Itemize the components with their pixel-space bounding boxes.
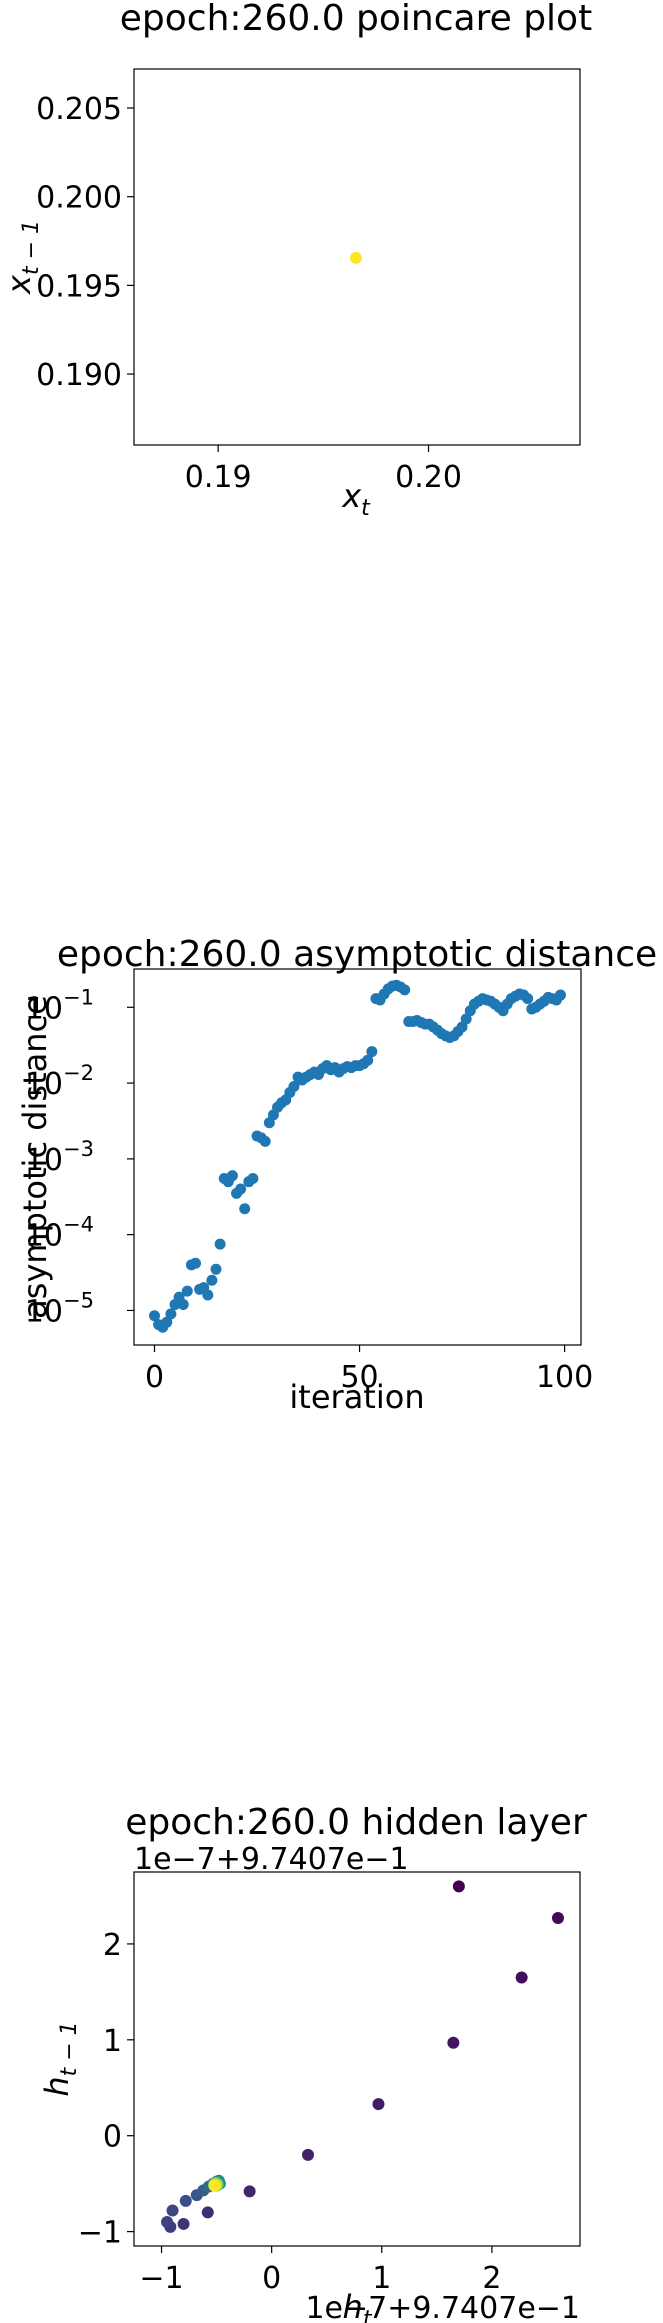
poincare-title: epoch:260.0 poincare plot: [120, 0, 592, 39]
poincare-xlabel: xt: [341, 477, 371, 521]
data-point: [210, 1263, 222, 1275]
y-tick-label: −1: [78, 2216, 122, 2251]
poincare-points: [349, 251, 362, 264]
data-point: [243, 2185, 256, 2198]
x-tick-label: 50: [340, 1360, 378, 1395]
distance-axes-frame: [133, 968, 582, 1346]
x-tick-label: 100: [536, 1360, 593, 1395]
data-point: [372, 2098, 385, 2111]
x-tick-label: 1: [372, 2261, 391, 2296]
y-tick-exponent: −4: [63, 1213, 94, 1237]
x-tick-label: −1: [139, 2261, 183, 2296]
data-point: [165, 1308, 177, 1320]
x-tick-label: 0.19: [185, 460, 252, 495]
data-point: [301, 2148, 314, 2161]
distance-points: [149, 979, 566, 1333]
hidden-x-ticks: −1 0 1 2: [139, 2246, 501, 2296]
data-point: [202, 1289, 214, 1301]
hidden-ylabel: ht − 1: [38, 2021, 82, 2096]
data-point: [206, 1274, 218, 1286]
distance-ylabel: asymptotic distance: [16, 995, 54, 1319]
distance-title: epoch:260.0 asymptotic distance: [57, 934, 657, 975]
x-tick-label: 2: [482, 2261, 501, 2296]
data-point: [208, 2179, 221, 2192]
y-tick-label: 0.190: [36, 358, 122, 393]
data-point: [554, 989, 566, 1001]
y-tick-label: 0.195: [36, 269, 122, 304]
data-point: [551, 1912, 564, 1925]
data-point: [201, 2206, 214, 2219]
y-tick-exponent: −3: [63, 1137, 94, 1161]
poincare-axes-frame: [133, 68, 581, 446]
data-point: [235, 1183, 247, 1195]
y-tick-label: 1: [103, 2024, 122, 2059]
y-tick-label: 0.200: [36, 181, 122, 216]
data-point: [288, 1081, 300, 1093]
data-point: [166, 2204, 179, 2217]
y-tick-label: 2: [103, 1928, 122, 1963]
hidden-y-offset-label: 1e−7+9.7407e−1: [134, 1842, 409, 1877]
data-point: [149, 1310, 161, 1322]
poincare-chart: epoch:260.0 poincare plot 0.19 0.20 0.190…: [0, 0, 592, 521]
data-point: [177, 2217, 190, 2230]
x-tick-label: 0.20: [395, 460, 462, 495]
x-tick-label: 0: [262, 2261, 281, 2296]
y-tick-exponent: −1: [63, 985, 94, 1009]
poincare-x-ticks: 0.19 0.20: [185, 445, 462, 495]
hidden-axes-frame: [133, 1871, 581, 2247]
data-point: [226, 1170, 238, 1182]
data-point: [214, 1238, 226, 1250]
distance-x-ticks: 0 50 100: [145, 1345, 593, 1395]
data-point: [247, 1173, 259, 1185]
data-point: [522, 993, 534, 1005]
hidden-y-ticks: −1 0 1 2: [78, 1928, 134, 2251]
data-point: [349, 251, 362, 264]
data-point: [190, 1257, 202, 1269]
hidden-points: [161, 1880, 564, 2233]
y-tick-exponent: −5: [63, 1288, 94, 1312]
distance-chart: epoch:260.0 asymptotic distance 0 50 100 1…: [16, 934, 657, 1416]
y-tick-exponent: −2: [63, 1061, 94, 1085]
data-point: [362, 1054, 374, 1066]
y-tick-label: 0: [103, 2120, 122, 2155]
distance-xlabel: iteration: [289, 1378, 424, 1416]
data-point: [161, 2216, 174, 2229]
y-tick-label: 0.205: [36, 92, 122, 127]
data-point: [399, 984, 411, 996]
data-point: [259, 1135, 271, 1147]
hidden-title: epoch:260.0 hidden layer: [125, 1802, 587, 1843]
y-tick-label: 10−4: [25, 1213, 94, 1254]
poincare-y-ticks: 0.190 0.195 0.200 0.205: [36, 92, 134, 393]
data-point: [179, 2194, 192, 2207]
data-point: [161, 1316, 173, 1328]
data-point: [177, 1298, 189, 1310]
data-point: [460, 1013, 472, 1025]
data-point: [181, 1285, 193, 1297]
x-tick-label: 0: [145, 1360, 164, 1395]
hidden-x-offset-label: 1e−7+9.7407e−1: [305, 2291, 580, 2323]
hidden-xlabel: ht: [343, 2288, 373, 2323]
data-point: [366, 1046, 378, 1058]
data-point: [515, 1971, 528, 1984]
hidden-layer-chart: epoch:260.0 hidden layer 1e−7+9.7407e−1 …: [38, 1802, 587, 2323]
data-point: [447, 2036, 460, 2049]
data-point: [239, 1203, 251, 1215]
poincare-ylabel: xt − 1: [0, 220, 44, 295]
data-point: [452, 1880, 465, 1893]
